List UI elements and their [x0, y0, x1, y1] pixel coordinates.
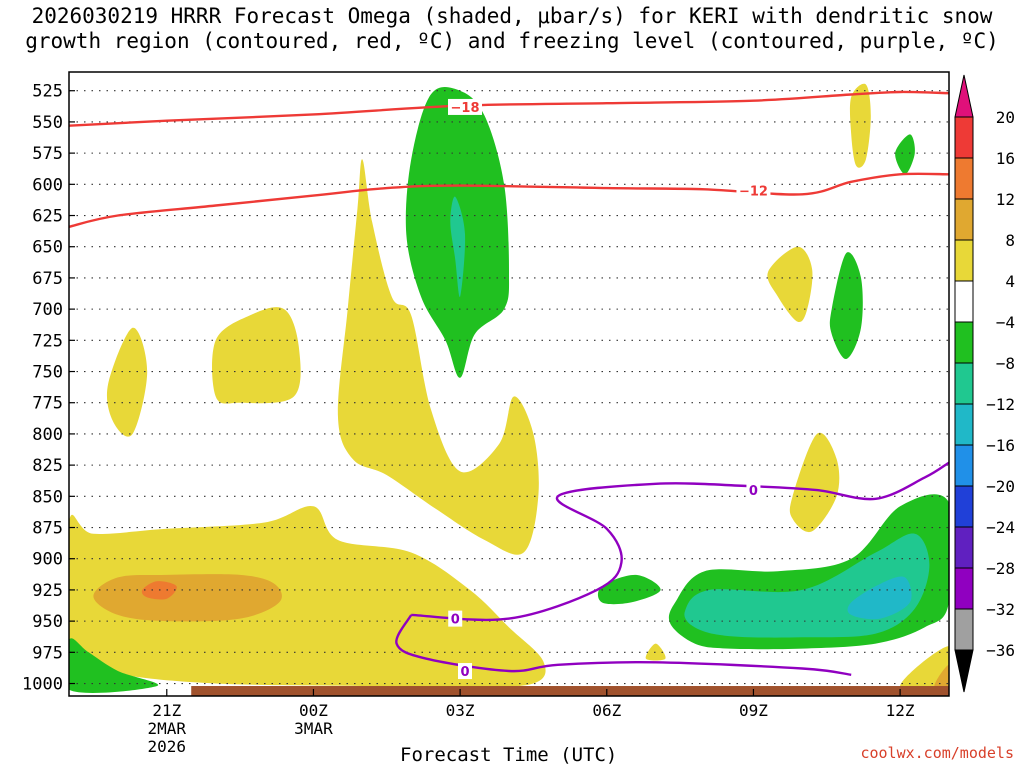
contour-label: −18	[451, 101, 480, 116]
x-tick-label: 03Z	[446, 701, 475, 720]
colorbar-lower-arrow	[954, 649, 974, 693]
y-tick-label: 575	[32, 144, 63, 164]
freezing-level-contour	[411, 461, 949, 622]
y-tick-label: 750	[32, 363, 63, 383]
y-tick-label: 925	[32, 581, 63, 601]
colorbar-swatch	[954, 403, 974, 446]
x-tick-label: 2MAR	[148, 719, 187, 738]
omega-neg-region	[450, 196, 466, 298]
omega-pos-region	[106, 327, 148, 437]
x-tick-label: 2026	[148, 737, 187, 756]
credit-text: coolwx.com/models	[860, 744, 1014, 762]
omega-neg-region	[829, 252, 863, 360]
x-tick-label: 3MAR	[294, 719, 333, 738]
dendritic-contour	[69, 90, 949, 127]
contour-label-bg	[448, 610, 463, 627]
colorbar-label: −4	[996, 313, 1015, 332]
y-tick-label: 650	[32, 238, 63, 258]
contour-label: 0	[749, 484, 758, 499]
y-tick-label: 950	[32, 612, 63, 632]
y-tick-label: 700	[32, 300, 63, 320]
contour-label: 0	[460, 665, 469, 680]
freezing-level-contour	[395, 614, 852, 676]
omega-pos-region	[767, 246, 813, 323]
dendritic-contour	[69, 172, 949, 228]
colorbar-swatch	[954, 321, 974, 364]
contour-label-bg	[458, 663, 472, 680]
contour-label-bg	[448, 98, 482, 115]
colorbar-label: 4	[1005, 272, 1015, 291]
y-tick-label: 725	[32, 331, 63, 351]
contour-label: 0	[451, 613, 460, 628]
colorbar-swatch	[954, 362, 974, 405]
colorbar-label: −8	[996, 354, 1015, 373]
colorbar-label: 8	[1005, 231, 1015, 250]
colorbar-upper-arrow	[954, 74, 974, 118]
y-tick-label: 675	[32, 269, 63, 289]
omega-neg-region	[69, 638, 159, 693]
colorbar-swatch	[954, 608, 974, 651]
contour-label-bg	[746, 482, 761, 499]
omega-pos-region	[645, 643, 666, 661]
title-line-1: 2026030219 HRRR Forecast Omega (shaded, …	[31, 4, 993, 28]
colorbar-swatch	[954, 116, 974, 159]
colorbar-label: −36	[986, 641, 1015, 660]
omega-pos-region	[789, 432, 840, 533]
y-tick-label: 975	[32, 643, 63, 663]
y-tick-label: 800	[32, 425, 63, 445]
omega-neg-region	[597, 574, 661, 605]
colorbar-swatch	[954, 157, 974, 200]
contour-label: −12	[739, 185, 768, 200]
title-line-2: growth region (contoured, red, ºC) and f…	[25, 29, 999, 53]
colorbar-swatch	[954, 485, 974, 528]
colorbar-label: −20	[986, 477, 1015, 496]
colorbar-swatch	[954, 526, 974, 569]
x-axis-title: Forecast Time (UTC)	[400, 744, 618, 766]
x-tick-label: 12Z	[886, 701, 915, 720]
y-tick-label: 550	[32, 113, 63, 133]
omega-pos-region	[212, 307, 301, 404]
omega-neg-region	[847, 576, 912, 620]
terrain-band	[191, 686, 949, 696]
omega-pos-region	[69, 506, 546, 688]
omega-pos-region	[934, 664, 949, 692]
colorbar-swatch	[954, 198, 974, 241]
plot-frame	[68, 71, 950, 697]
y-tick-label: 900	[32, 550, 63, 570]
y-tick-label: 1000	[22, 675, 63, 695]
y-tick-label: 825	[32, 456, 63, 476]
y-tick-label: 850	[32, 487, 63, 507]
omega-neg-region	[895, 134, 915, 175]
omega-pos-region	[337, 159, 539, 555]
colorbar-label: −24	[986, 518, 1015, 537]
x-tick-label: 06Z	[592, 701, 621, 720]
x-tick-label: 21Z	[152, 701, 181, 720]
colorbar-label: −28	[986, 559, 1015, 578]
y-tick-label: 775	[32, 394, 63, 414]
contour-label-bg	[736, 182, 771, 199]
x-tick-label: 00Z	[299, 701, 328, 720]
y-tick-label: 525	[32, 82, 63, 102]
colorbar-swatch	[954, 444, 974, 487]
y-tick-label: 625	[32, 207, 63, 227]
chart-title: 2026030219 HRRR Forecast Omega (shaded, …	[0, 4, 1024, 54]
x-tick-label: 09Z	[739, 701, 768, 720]
colorbar-swatch	[954, 239, 974, 282]
colorbar-swatch	[954, 280, 974, 323]
y-tick-label: 600	[32, 175, 63, 195]
colorbar-label: −12	[986, 395, 1015, 414]
omega-pos-region	[849, 83, 871, 168]
omega-pos-region	[93, 574, 282, 622]
colorbar-label: 20	[996, 108, 1015, 127]
colorbar-swatch	[954, 567, 974, 610]
colorbar-label: −32	[986, 600, 1015, 619]
y-tick-label: 875	[32, 519, 63, 539]
colorbar-label: 16	[996, 149, 1015, 168]
colorbar-label: 12	[996, 190, 1015, 209]
colorbar-label: −16	[986, 436, 1015, 455]
